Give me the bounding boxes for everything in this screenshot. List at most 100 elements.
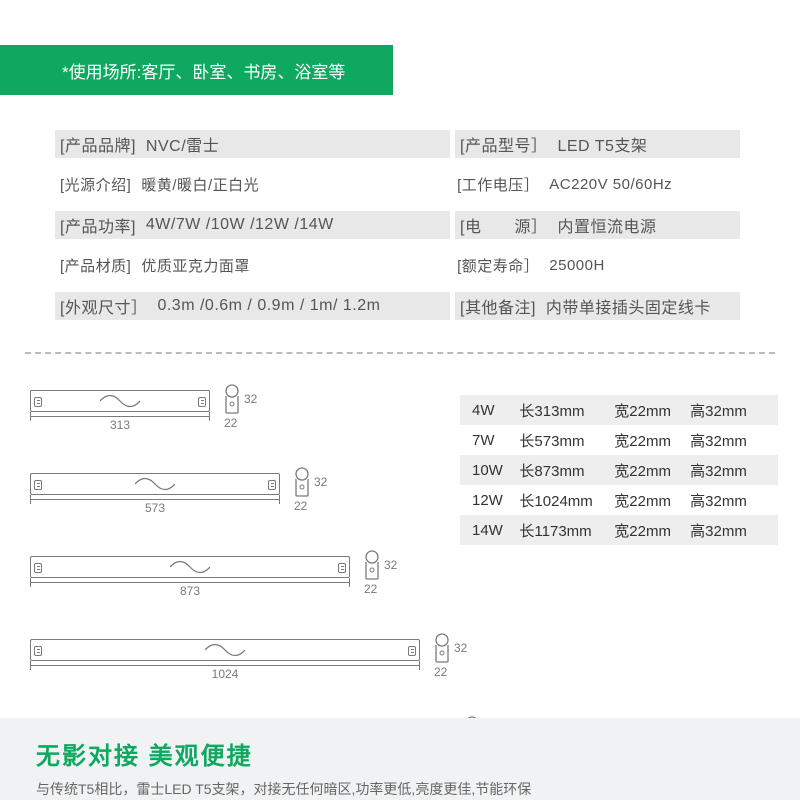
dimension-line (30, 499, 280, 500)
bottom-section: 无影对接 美观便捷 与传统T5相比，雷士LED T5支架，对接无任何暗区,功率更… (0, 718, 800, 800)
tube-break-icon (100, 392, 140, 410)
tube-diagram-row: 573 32 22 (30, 473, 450, 531)
cell-watt: 12W (472, 492, 519, 509)
spec-val: 优质亚克力面罩 (141, 255, 250, 276)
spec-key: [产品材质] (60, 255, 131, 276)
spec-val: 暖黄/暖白/正白光 (141, 174, 259, 195)
cell-watt: 10W (472, 462, 519, 479)
cell-height: 高32mm (690, 490, 766, 511)
spec-val: 内带单接插头固定线卡 (546, 294, 711, 318)
dimension-label: 873 (180, 584, 200, 598)
spec-right: [工作电压］ AC220V 50/60Hz (452, 174, 740, 195)
cell-watt: 4W (472, 402, 519, 419)
dimension-line (30, 582, 350, 583)
dimension-label: 313 (110, 418, 130, 432)
end-profile-icon (362, 550, 382, 585)
spec-key: [工作电压］ (457, 174, 539, 195)
tube-diagram-row: 873 32 22 (30, 556, 450, 614)
bottom-subtitle: 与传统T5相比，雷士LED T5支架，对接无任何暗区,功率更低,亮度更佳,节能环… (36, 779, 764, 799)
table-row: 12W 长1024mm 宽22mm 高32mm (460, 485, 778, 515)
spec-left: [产品材质] 优质亚克力面罩 (55, 255, 452, 276)
spec-row: [外观尺寸］ 0.3m /0.6m / 0.9m / 1m/ 1.2m [其他备注… (55, 292, 740, 320)
spec-val: 内置恒流电源 (557, 213, 656, 237)
tube-break-icon (135, 475, 175, 493)
spec-row: [光源介绍] 暖黄/暖白/正白光 [工作电压］ AC220V 50/60Hz (55, 174, 740, 195)
cell-height: 高32mm (690, 520, 766, 541)
cell-length: 长573mm (519, 430, 614, 451)
plug-right-icon (198, 397, 206, 407)
end-profile-icon (222, 384, 242, 419)
plug-left-icon (34, 397, 42, 407)
table-row: 7W 长573mm 宽22mm 高32mm (460, 425, 778, 455)
plug-left-icon (34, 480, 42, 490)
spec-row: [产品品牌] NVC/雷士 [产品型号］ LED T5支架 (55, 130, 740, 158)
dimension-label: 1024 (212, 667, 239, 681)
profile-height-label: 32 (384, 558, 397, 572)
spec-left: [产品功率]4W/7W /10W /12W /14W (55, 211, 450, 239)
cell-length: 长1024mm (519, 490, 614, 511)
cell-watt: 7W (472, 432, 519, 449)
spec-left: [外观尺寸］ 0.3m /0.6m / 0.9m / 1m/ 1.2m (55, 292, 450, 320)
cell-length: 长1173mm (519, 520, 614, 541)
spec-right: [产品型号］ LED T5支架 (455, 130, 740, 158)
table-row: 14W 长1173mm 宽22mm 高32mm (460, 515, 778, 545)
tube-diagram-row: 1024 32 22 (30, 639, 450, 697)
dimension-line (30, 416, 210, 417)
tube-break-icon (170, 558, 210, 576)
profile-width-label: 22 (224, 416, 237, 430)
profile-width-label: 22 (364, 582, 377, 596)
profile-height-label: 32 (314, 475, 327, 489)
spec-key: [产品品牌] (60, 132, 136, 156)
cell-height: 高32mm (690, 400, 766, 421)
table-row: 10W 长873mm 宽22mm 高32mm (460, 455, 778, 485)
cell-watt: 14W (472, 522, 519, 539)
tube-diagram-row: 313 32 22 (30, 390, 450, 448)
spec-left: [光源介绍] 暖黄/暖白/正白光 (55, 174, 452, 195)
spec-val: 25000H (549, 257, 605, 274)
divider-dashed (25, 352, 775, 354)
plug-right-icon (338, 563, 346, 573)
plug-right-icon (408, 646, 416, 656)
spec-key: [光源介绍] (60, 174, 131, 195)
tube-break-icon (205, 641, 245, 659)
plug-left-icon (34, 563, 42, 573)
cell-length: 长873mm (519, 460, 614, 481)
spec-val: 0.3m /0.6m / 0.9m / 1m/ 1.2m (157, 297, 380, 315)
dimension-line (30, 665, 420, 666)
spec-key: [其他备注] (460, 294, 536, 318)
plug-left-icon (34, 646, 42, 656)
spec-row: [产品材质] 优质亚克力面罩 [额定寿命］ 25000H (55, 255, 740, 276)
dimension-label: 573 (145, 501, 165, 515)
end-profile-icon (292, 467, 312, 502)
spec-key: [产品型号］ (460, 132, 547, 156)
spec-key: [电 源］ (460, 213, 547, 237)
end-profile-icon (432, 633, 452, 668)
profile-width-label: 22 (434, 665, 447, 679)
profile-width-label: 22 (294, 499, 307, 513)
spec-area: [产品品牌] NVC/雷士 [产品型号］ LED T5支架 [光源介绍] 暖黄/暖白/… (55, 130, 740, 320)
spec-val: NVC/雷士 (146, 132, 219, 156)
cell-height: 高32mm (690, 460, 766, 481)
cell-width: 宽22mm (614, 430, 690, 451)
cell-width: 宽22mm (614, 460, 690, 481)
spec-key: [外观尺寸］ (60, 294, 147, 318)
bottom-title: 无影对接 美观便捷 (36, 736, 764, 771)
spec-key: [额定寿命］ (457, 255, 539, 276)
table-row: 4W 长313mm 宽22mm 高32mm (460, 395, 778, 425)
profile-height-label: 32 (454, 641, 467, 655)
size-table: 4W 长313mm 宽22mm 高32mm 7W 长573mm 宽22mm 高3… (460, 395, 778, 545)
spec-val: AC220V 50/60Hz (549, 176, 672, 193)
spec-val: LED T5支架 (557, 132, 647, 156)
cell-width: 宽22mm (614, 490, 690, 511)
spec-left: [产品品牌] NVC/雷士 (55, 130, 450, 158)
plug-right-icon (268, 480, 276, 490)
spec-right: [电 源］ 内置恒流电源 (455, 211, 740, 239)
cell-width: 宽22mm (614, 400, 690, 421)
spec-right: [其他备注] 内带单接插头固定线卡 (455, 292, 740, 320)
usage-banner: *使用场所:客厅、卧室、书房、浴室等 (0, 45, 393, 95)
spec-row: [产品功率]4W/7W /10W /12W /14W [电 源］ 内置恒流电源 (55, 211, 740, 239)
spec-key: [产品功率] (60, 213, 136, 237)
cell-width: 宽22mm (614, 520, 690, 541)
profile-height-label: 32 (244, 392, 257, 406)
cell-height: 高32mm (690, 430, 766, 451)
